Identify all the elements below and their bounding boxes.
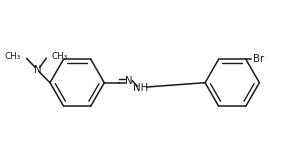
Text: N: N <box>34 65 41 75</box>
Text: N: N <box>125 76 132 86</box>
Text: CH₃: CH₃ <box>52 52 68 61</box>
Text: NH: NH <box>133 83 149 93</box>
Text: Br: Br <box>253 54 264 64</box>
Text: CH₃: CH₃ <box>5 52 21 61</box>
